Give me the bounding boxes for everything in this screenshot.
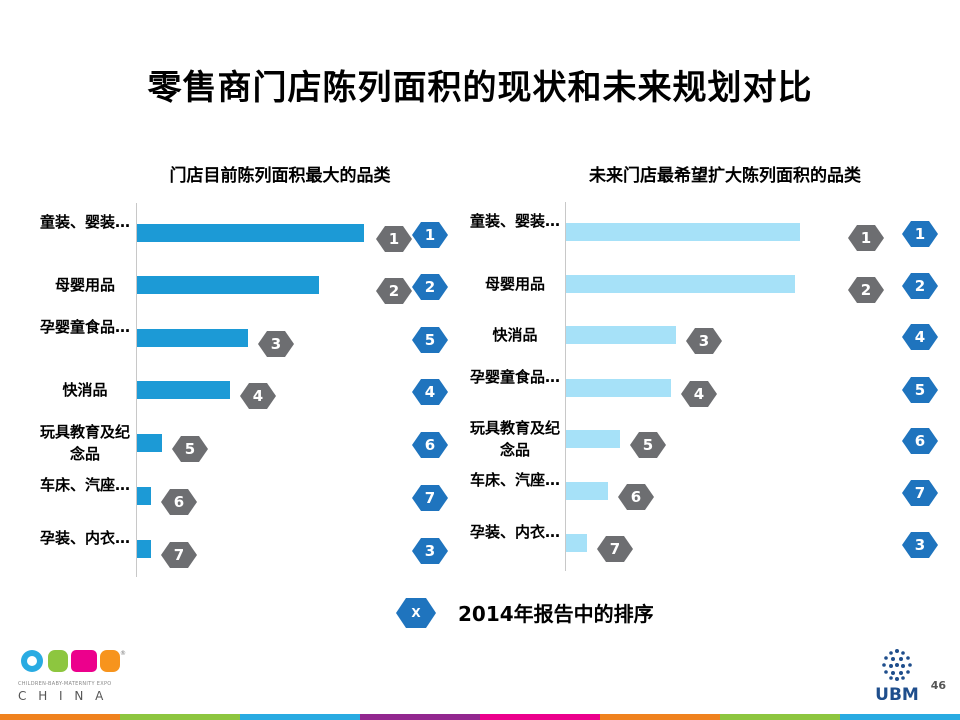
page-number: 46: [930, 679, 946, 692]
category-label: 童装、婴装…: [40, 213, 131, 231]
category-label: 快消品: [62, 381, 108, 399]
rank-2014-badge: 4: [902, 324, 938, 350]
footer-segment: [840, 714, 960, 720]
bar: [137, 276, 319, 294]
category-label: 车床、汽座…: [40, 476, 131, 494]
footer-segment: [360, 714, 480, 720]
footer-segment: [480, 714, 600, 720]
rank-badge: 4: [681, 381, 717, 407]
rank-badge: 1: [376, 226, 412, 252]
rank-badge: 3: [686, 328, 722, 354]
category-label: 孕装、内衣…: [40, 529, 131, 547]
bar: [566, 534, 587, 552]
bar: [566, 379, 671, 397]
category-label: 玩具教育及纪念品: [470, 419, 561, 459]
category-label: 孕婴童食品…: [40, 318, 131, 336]
bar: [137, 487, 151, 505]
category-label: 孕婴童食品…: [470, 368, 561, 386]
chart-axis: [565, 202, 566, 571]
bar: [137, 329, 248, 347]
footer-segment: [600, 714, 720, 720]
rank-2014-badge: 6: [902, 428, 938, 454]
legend-text: 2014年报告中的排序: [458, 602, 654, 626]
bar: [137, 381, 230, 399]
cbme-logo-mark: ®: [21, 650, 126, 672]
rank-2014-badge: 5: [902, 377, 938, 403]
ubm-logo: UBM: [866, 648, 928, 708]
category-label: 母婴用品: [484, 275, 545, 293]
rank-2014-badge: 4: [412, 379, 448, 405]
rank-badge: 6: [161, 489, 197, 515]
rank-badge: 2: [848, 277, 884, 303]
rank-2014-badge: 6: [412, 432, 448, 458]
rank-badge: 5: [630, 432, 666, 458]
bar: [137, 434, 162, 452]
rank-badge: 7: [161, 542, 197, 568]
page-title: 零售商门店陈列面积的现状和未来规划对比: [147, 68, 813, 108]
category-label: 童装、婴装…: [470, 212, 561, 230]
legend-marker: X: [396, 598, 436, 628]
category-label: 母婴用品: [54, 276, 115, 294]
chart-axis: [136, 203, 137, 577]
rank-2014-badge: 2: [902, 273, 938, 299]
rank-2014-badge: 1: [412, 222, 448, 248]
rank-2014-badge: 1: [902, 221, 938, 247]
rank-2014-badge: 5: [412, 327, 448, 353]
rank-badge: 3: [258, 331, 294, 357]
category-label: 玩具教育及纪念品: [40, 423, 131, 463]
ubm-text: UBM: [875, 685, 919, 705]
rank-badge: 5: [172, 436, 208, 462]
rank-badge: 7: [597, 536, 633, 562]
bar: [566, 223, 800, 241]
rank-badge: 1: [848, 225, 884, 251]
footer-segment: [0, 714, 120, 720]
category-label: 孕装、内衣…: [470, 523, 561, 541]
cbme-logo: ® CHILDREN-BABY-MATERNITY EXPO C H I N A: [18, 646, 128, 704]
rank-badge: 4: [240, 383, 276, 409]
ubm-globe-icon: [882, 649, 912, 681]
footer-segment: [240, 714, 360, 720]
cbme-tagline: CHILDREN-BABY-MATERNITY EXPO: [18, 681, 112, 687]
cbme-country: C H I N A: [18, 689, 108, 703]
chart-title: 门店目前陈列面积最大的品类: [169, 166, 391, 186]
footer-segment: [720, 714, 840, 720]
svg-text:®: ®: [120, 650, 126, 657]
bar: [566, 430, 620, 448]
bar: [137, 224, 364, 242]
bar: [566, 326, 676, 344]
chart-title: 未来门店最希望扩大陈列面积的品类: [589, 166, 861, 186]
rank-2014-badge: 3: [902, 532, 938, 558]
rank-badge: 2: [376, 278, 412, 304]
bar: [566, 275, 795, 293]
footer-segment: [120, 714, 240, 720]
category-label: 车床、汽座…: [470, 471, 561, 489]
category-label: 快消品: [492, 326, 538, 344]
rank-badge: 6: [618, 484, 654, 510]
rank-2014-badge: 7: [412, 485, 448, 511]
rank-2014-badge: 7: [902, 480, 938, 506]
rank-2014-badge: 3: [412, 538, 448, 564]
bar: [566, 482, 608, 500]
bar: [137, 540, 151, 558]
rank-2014-badge: 2: [412, 274, 448, 300]
